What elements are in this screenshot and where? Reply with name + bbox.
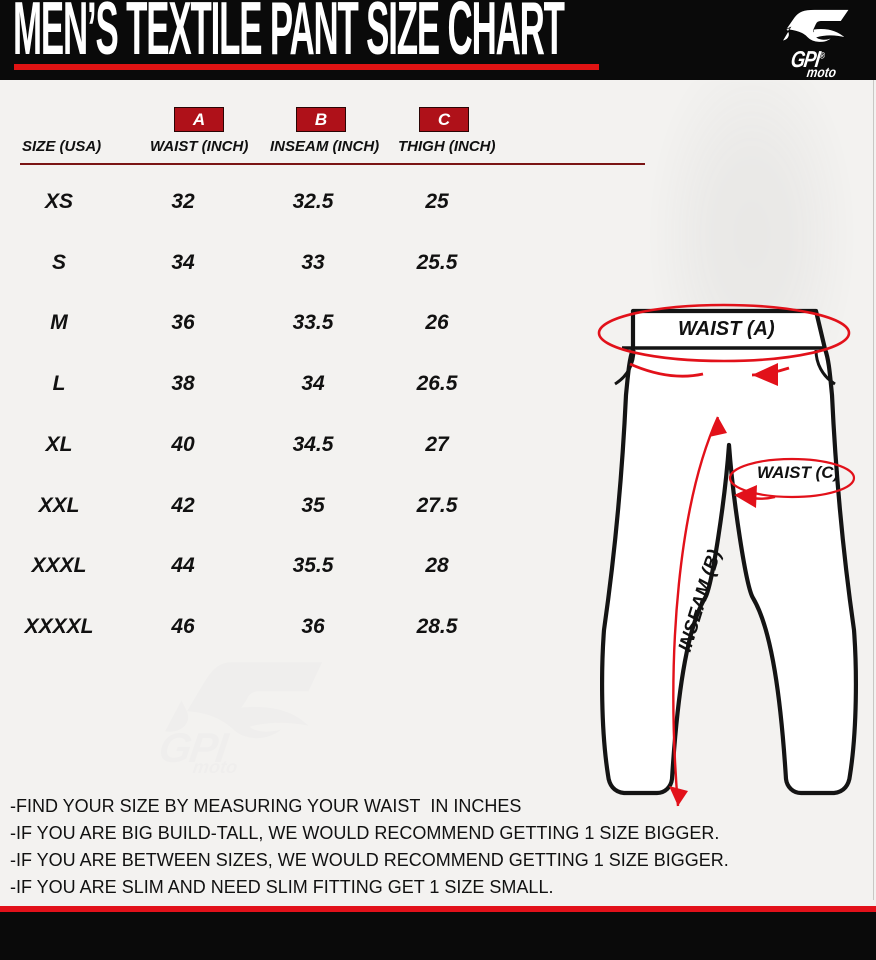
svg-text:moto: moto xyxy=(192,756,239,773)
